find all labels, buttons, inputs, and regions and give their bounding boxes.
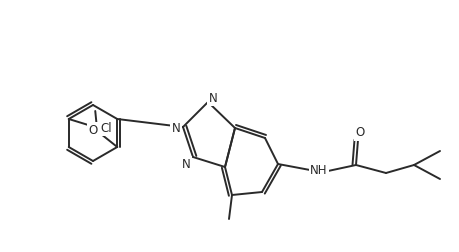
Text: NH: NH (309, 165, 327, 177)
Text: N: N (181, 158, 190, 171)
Text: O: O (89, 123, 98, 137)
Text: O: O (355, 127, 364, 140)
Text: N: N (171, 121, 180, 135)
Text: N: N (208, 91, 217, 105)
Text: Cl: Cl (100, 121, 112, 135)
